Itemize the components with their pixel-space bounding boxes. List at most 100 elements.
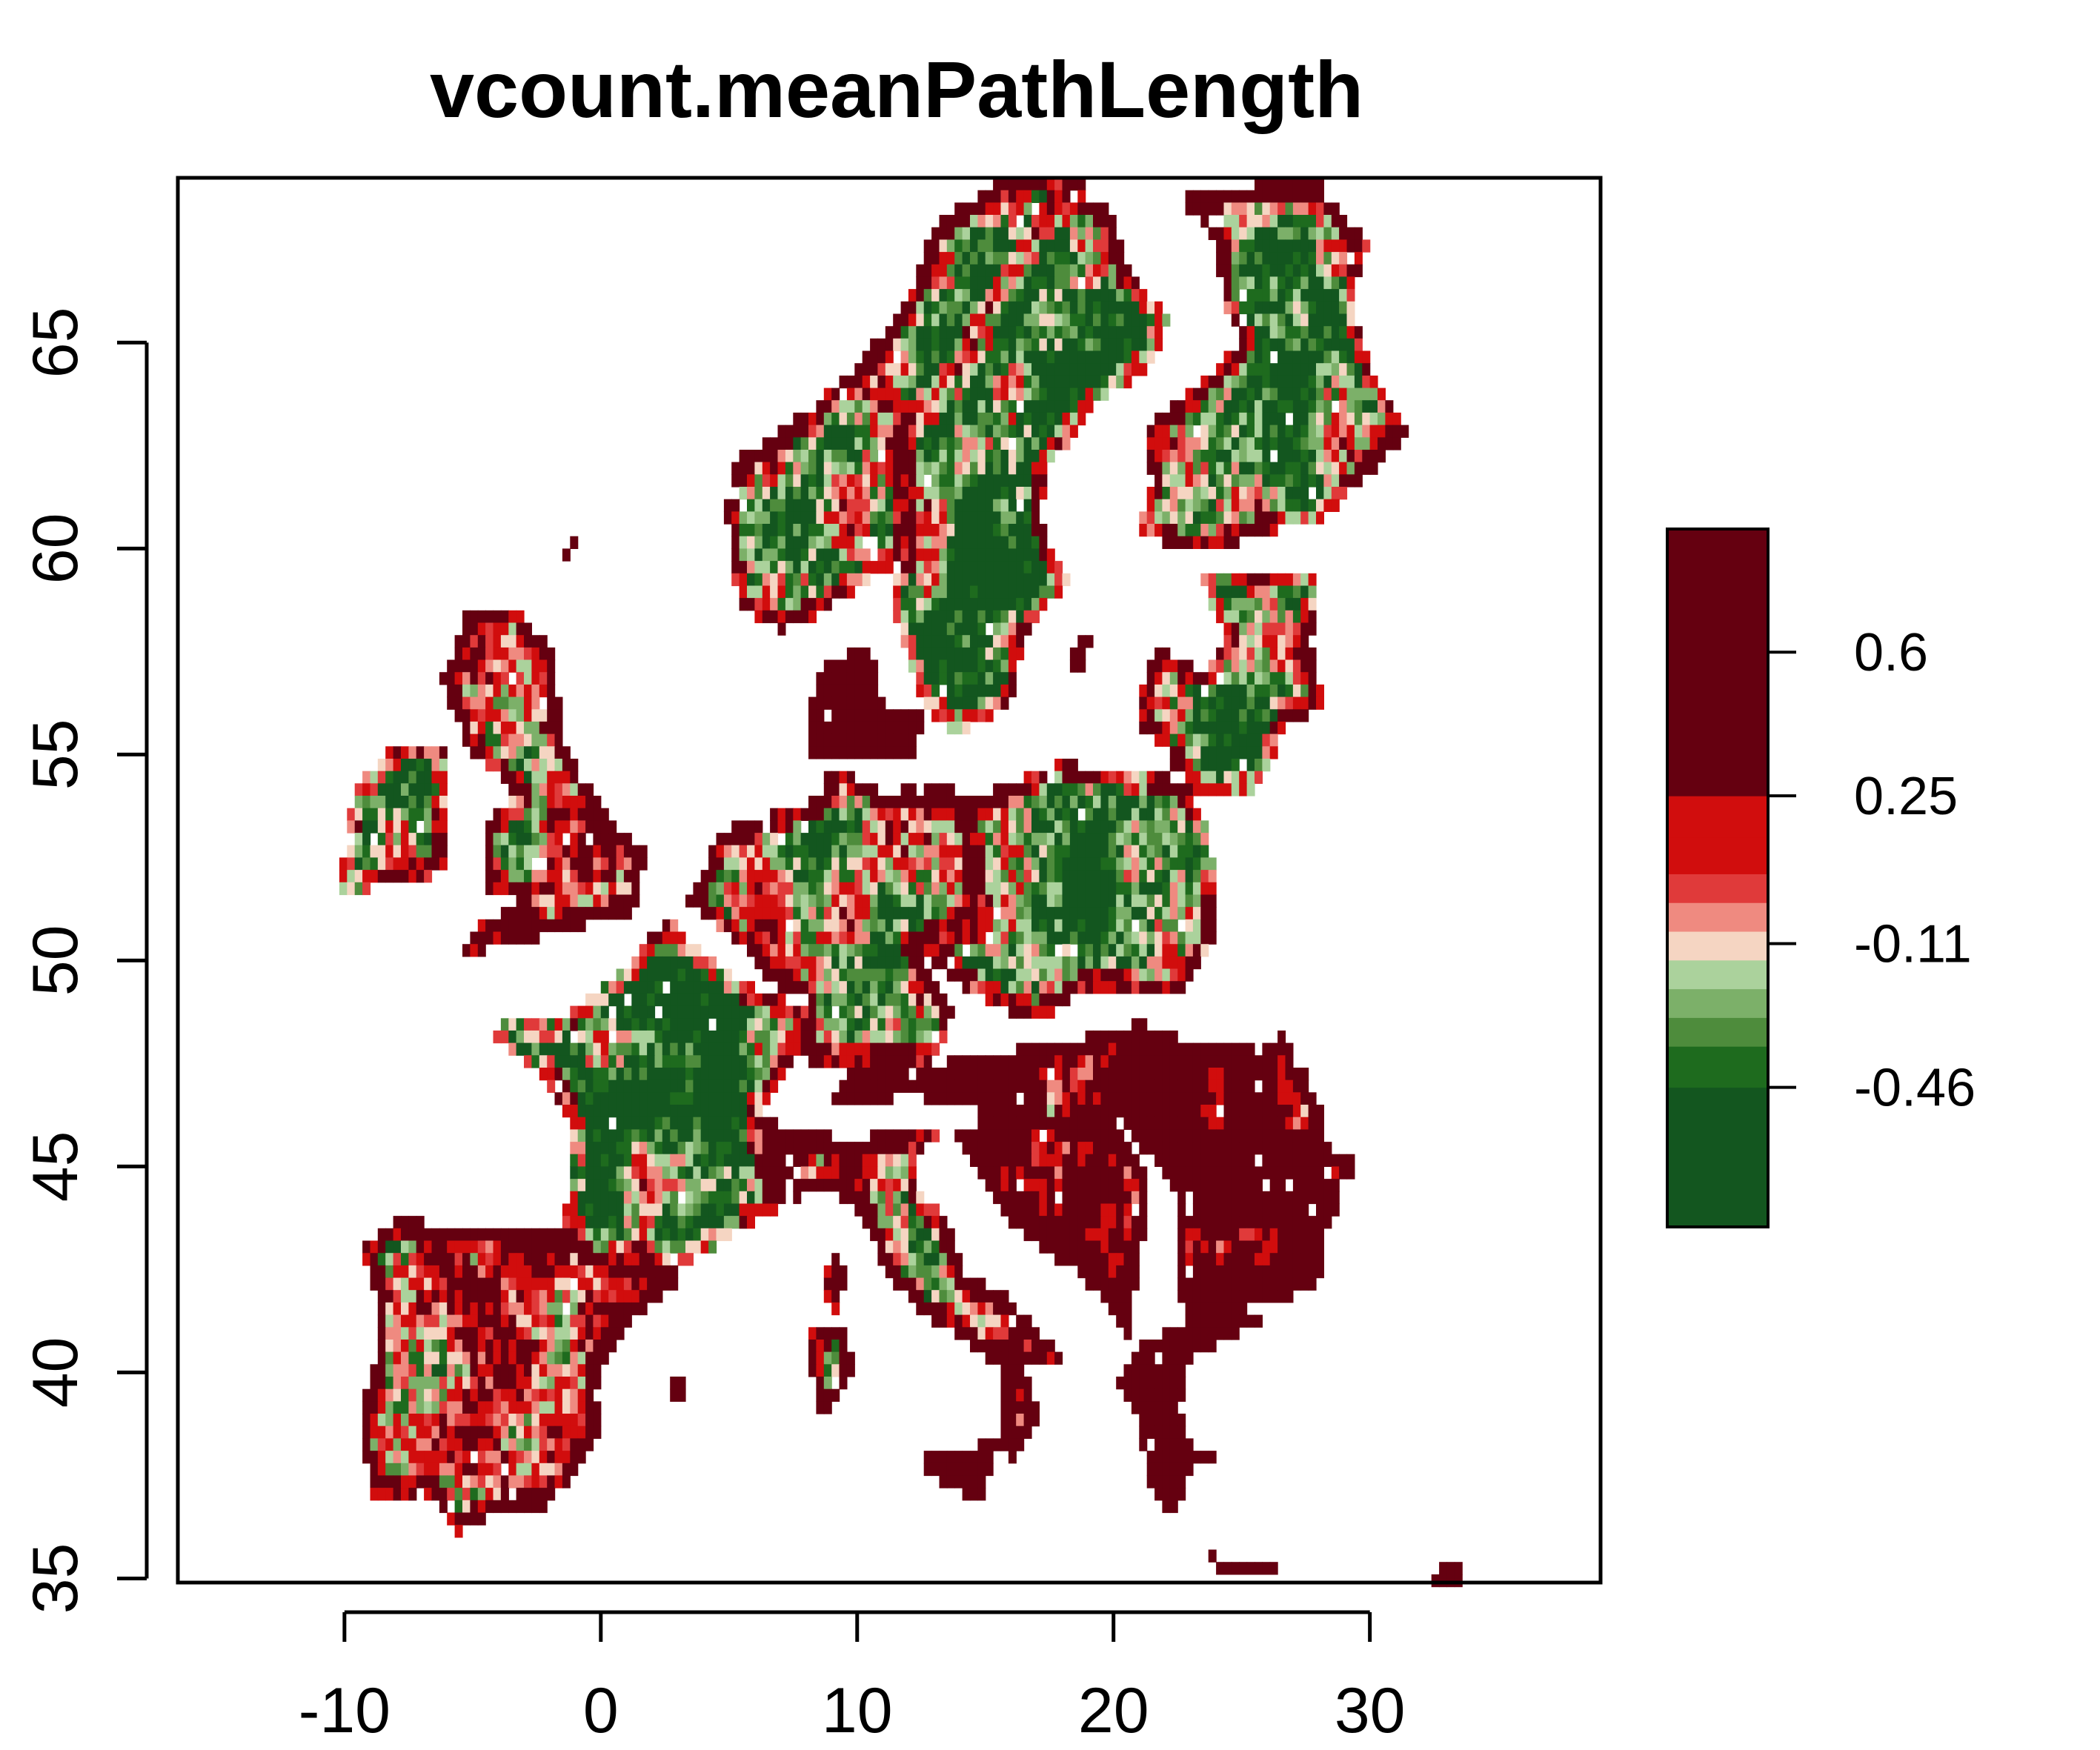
heatmap-cell bbox=[477, 709, 486, 722]
heatmap-cell bbox=[1162, 1042, 1171, 1056]
heatmap-cell bbox=[1262, 276, 1271, 290]
heatmap-cell bbox=[1323, 301, 1332, 315]
heatmap-cell bbox=[1046, 944, 1055, 957]
heatmap-cell bbox=[1023, 326, 1032, 339]
heatmap-cell bbox=[747, 1005, 755, 1019]
heatmap-cell bbox=[1062, 968, 1071, 982]
heatmap-cell bbox=[977, 400, 986, 413]
heatmap-cell bbox=[370, 771, 379, 784]
heatmap-cell bbox=[762, 919, 771, 933]
heatmap-cell bbox=[831, 894, 840, 908]
heatmap-cell bbox=[839, 400, 848, 413]
heatmap-cell bbox=[1177, 759, 1186, 772]
heatmap-cell bbox=[1231, 746, 1240, 759]
heatmap-cell bbox=[1192, 808, 1201, 821]
heatmap-cell bbox=[931, 981, 940, 994]
heatmap-cell bbox=[1039, 227, 1048, 240]
heatmap-cell bbox=[1246, 746, 1255, 759]
heatmap-cell bbox=[554, 1030, 563, 1044]
heatmap-cell bbox=[970, 561, 978, 574]
heatmap-cell bbox=[931, 808, 940, 821]
heatmap-cell bbox=[1300, 598, 1309, 611]
heatmap-cell bbox=[731, 870, 740, 883]
heatmap-cell bbox=[800, 585, 809, 599]
heatmap-cell bbox=[1116, 1030, 1125, 1044]
heatmap-cell bbox=[1208, 771, 1217, 784]
heatmap-cell bbox=[939, 1068, 948, 1081]
heatmap-cell bbox=[885, 944, 894, 957]
heatmap-cell bbox=[1177, 511, 1186, 525]
heatmap-cell bbox=[1069, 783, 1078, 796]
heatmap-cell bbox=[1016, 227, 1025, 240]
heatmap-cell bbox=[1308, 573, 1317, 587]
heatmap-cell bbox=[1146, 499, 1155, 512]
heatmap-cell bbox=[585, 845, 594, 858]
heatmap-cell bbox=[716, 1117, 725, 1130]
heatmap-cell bbox=[962, 548, 971, 562]
heatmap-cell bbox=[1192, 894, 1201, 908]
heatmap-cell bbox=[839, 919, 848, 933]
heatmap-cell bbox=[531, 820, 540, 834]
heatmap-cell bbox=[570, 1005, 579, 1019]
heatmap-cell bbox=[900, 573, 909, 587]
heatmap-cell bbox=[1023, 894, 1032, 908]
heatmap-cell bbox=[939, 387, 948, 401]
heatmap-cell bbox=[870, 1079, 879, 1093]
heatmap-cell bbox=[893, 610, 902, 624]
heatmap-cell bbox=[1116, 919, 1125, 933]
heatmap-cell bbox=[931, 462, 940, 475]
heatmap-cell bbox=[946, 931, 955, 945]
heatmap-cell bbox=[570, 1055, 579, 1068]
heatmap-cell bbox=[923, 696, 932, 710]
heatmap-cell bbox=[854, 857, 863, 871]
heatmap-cell bbox=[1139, 1142, 1148, 1155]
heatmap-cell bbox=[762, 1030, 771, 1044]
heatmap-cell bbox=[846, 696, 855, 710]
heatmap-cell bbox=[1008, 350, 1017, 364]
heatmap-cell bbox=[539, 1030, 548, 1044]
heatmap-cell bbox=[1031, 313, 1040, 327]
heatmap-cell bbox=[747, 870, 755, 883]
heatmap-cell bbox=[693, 1092, 702, 1105]
heatmap-cell bbox=[962, 796, 971, 809]
heatmap-cell bbox=[1177, 1105, 1186, 1118]
heatmap-cell bbox=[539, 894, 548, 908]
heatmap-cell bbox=[923, 944, 932, 957]
heatmap-cell bbox=[993, 573, 1002, 587]
heatmap-cell bbox=[531, 1030, 540, 1044]
heatmap-cell bbox=[685, 1005, 694, 1019]
heatmap-cell bbox=[1139, 796, 1148, 809]
heatmap-cell bbox=[993, 882, 1002, 896]
heatmap-cell bbox=[1369, 425, 1378, 438]
heatmap-cell bbox=[1239, 425, 1248, 438]
heatmap-cell bbox=[877, 857, 886, 871]
heatmap-cell bbox=[977, 474, 986, 488]
heatmap-cell bbox=[1077, 833, 1086, 846]
heatmap-cell bbox=[1239, 487, 1248, 500]
heatmap-cell bbox=[800, 425, 809, 438]
heatmap-cell bbox=[1239, 783, 1248, 796]
heatmap-cell bbox=[747, 882, 755, 896]
heatmap-cell bbox=[554, 919, 563, 933]
heatmap-cell bbox=[1200, 1042, 1209, 1056]
heatmap-cell bbox=[1154, 968, 1163, 982]
heatmap-cell bbox=[1039, 1055, 1048, 1068]
heatmap-cell bbox=[762, 931, 771, 945]
heatmap-cell bbox=[600, 1030, 609, 1044]
heatmap-cell bbox=[1292, 412, 1301, 426]
heatmap-cell bbox=[1062, 252, 1071, 265]
heatmap-cell bbox=[993, 684, 1002, 698]
heatmap-cell bbox=[1046, 845, 1055, 858]
heatmap-cell bbox=[1123, 894, 1132, 908]
heatmap-cell bbox=[1216, 511, 1225, 525]
heatmap-cell bbox=[1208, 919, 1217, 933]
heatmap-cell bbox=[1039, 931, 1048, 945]
heatmap-cell bbox=[846, 536, 855, 549]
heatmap-cell bbox=[931, 350, 940, 364]
heatmap-cell bbox=[1192, 870, 1201, 883]
heatmap-cell bbox=[1169, 759, 1178, 772]
heatmap-cell bbox=[1262, 1129, 1271, 1142]
heatmap-cell bbox=[1239, 264, 1248, 278]
heatmap-cell bbox=[1023, 622, 1032, 636]
heatmap-cell bbox=[1200, 1129, 1209, 1142]
